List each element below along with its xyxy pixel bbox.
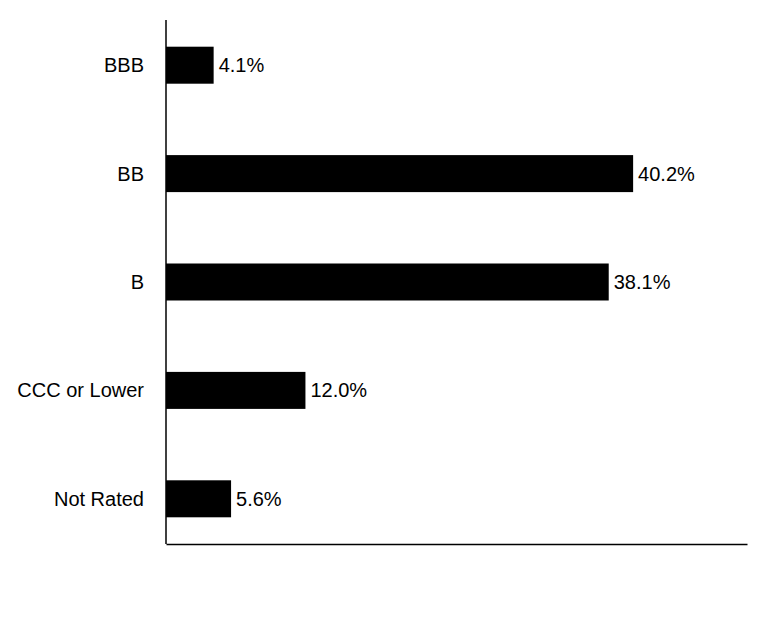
data-label: 4.1% (219, 54, 265, 76)
y-tick: B (131, 271, 166, 293)
bar (166, 264, 609, 301)
bar (166, 155, 633, 192)
bar (166, 372, 305, 409)
y-tick-label: CCC or Lower (17, 379, 144, 401)
data-labels: 4.1% 40.2% 38.1% 12.0% 5.6% (219, 54, 695, 510)
data-label: 5.6% (236, 488, 282, 510)
y-tick-label: BBB (104, 54, 144, 76)
y-tick: BB (117, 163, 166, 185)
chart-svg: BBBBBBCCC or LowerNot Rated4.1%40.2%38.1… (0, 0, 768, 624)
y-tick-label: B (131, 271, 144, 293)
y-tick: CCC or Lower (17, 379, 166, 401)
y-tick-label: Not Rated (54, 488, 144, 510)
x-axis-line (167, 544, 748, 546)
chart-container: BBBBBBCCC or LowerNot Rated4.1%40.2%38.1… (0, 0, 768, 624)
y-tick-label: BB (117, 163, 144, 185)
data-label: 12.0% (310, 379, 367, 401)
data-label: 38.1% (614, 271, 671, 293)
y-tick: Not Rated (54, 488, 166, 510)
data-label: 40.2% (638, 163, 695, 185)
y-tick: BBB (104, 54, 166, 76)
bars (166, 47, 633, 518)
bar (166, 47, 214, 84)
y-axis-line (165, 20, 167, 544)
y-axis: BBBBBBCCC or LowerNot Rated (17, 20, 166, 544)
bar (166, 480, 231, 517)
x-axis (167, 544, 748, 545)
